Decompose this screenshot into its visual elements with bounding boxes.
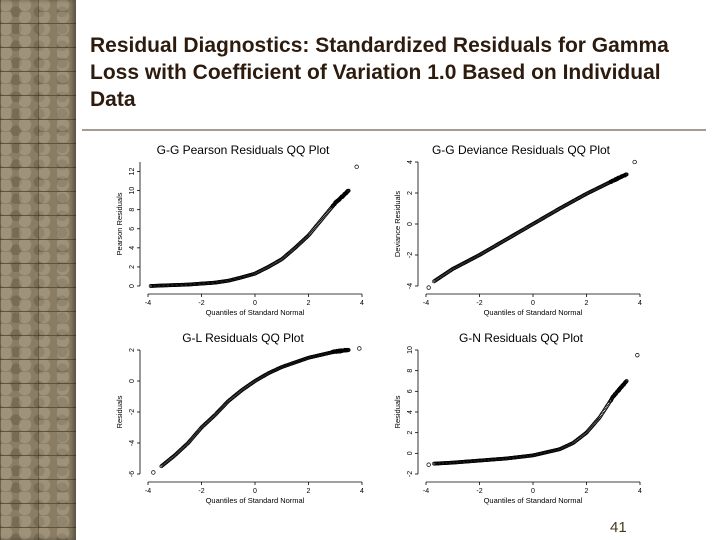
chart-gl: G-L Residuals QQ Plot -4 -2 0 2 4 -6 -4 -2 0 2 Quan…	[100, 328, 370, 515]
y-tick-label: 8	[129, 208, 136, 212]
y-tick-label: 0	[129, 379, 136, 383]
y-tick-label: 0	[129, 284, 136, 288]
y-tick-label: 8	[407, 369, 414, 373]
chart-title: G-N Residuals QQ Plot	[459, 331, 584, 345]
y-tick-label: 2	[407, 431, 414, 435]
y-axis-label: Pearson Residuals	[115, 192, 124, 255]
y-tick-label: 4	[407, 160, 414, 164]
x-tick-label: 2	[307, 300, 311, 307]
y-axis-label: Residuals	[393, 395, 402, 428]
dotted-divider	[82, 124, 706, 136]
x-tick-label: -2	[476, 300, 482, 307]
chart-gl-svg: G-L Residuals QQ Plot-4 -2 0 2 4-6-4-202Quan…	[100, 328, 370, 510]
x-axis-label: Quantiles of Standard Normal	[484, 308, 583, 317]
outlier-point	[636, 353, 640, 357]
y-tick-label: 2	[129, 265, 136, 269]
y-tick-label: 6	[407, 389, 414, 393]
slide-title: Residual Diagnostics: Standardized Resid…	[90, 32, 700, 113]
y-tick-label: 10	[407, 346, 414, 354]
chart-title: G-L Residuals QQ Plot	[182, 331, 304, 345]
x-tick-label: 4	[360, 488, 364, 495]
x-tick-label: -4	[423, 488, 429, 495]
y-tick-label: -4	[407, 283, 414, 289]
x-tick-label: -4	[423, 300, 429, 307]
y-tick-label: 0	[407, 451, 414, 455]
x-axis-label: Quantiles of Standard Normal	[206, 308, 305, 317]
y-tick-label: -2	[407, 471, 414, 477]
chart-gn: G-N Residuals QQ Plot -4 -2 0 2 4 -2 0 2 4 6 8 10 Qua…	[378, 328, 648, 515]
x-tick-label: -2	[476, 488, 482, 495]
chart-gn-svg: G-N Residuals QQ Plot -4 -2 0 2 4 -2 0 2 4 6 8 10 Qua…	[378, 328, 648, 510]
outlier-point	[358, 347, 362, 351]
x-tick-label: 0	[253, 488, 257, 495]
x-tick-label: 2	[585, 300, 589, 307]
y-tick-label: 0	[407, 222, 414, 226]
chart-pearson: G-G Pearson Residuals QQ Plot -4 -2 0 2 4 0 2 4 6…	[100, 140, 370, 325]
y-axis-label: Deviance Residuals	[393, 191, 402, 258]
y-tick-label: 12	[129, 168, 136, 176]
chart-deviance-svg: G-G Deviance Residuals QQ Plot -4 -2 0 2 4 -4 -…	[378, 140, 648, 320]
stone-texture-border	[0, 0, 76, 540]
x-tick-label: -4	[145, 300, 151, 307]
x-tick-label: 2	[307, 488, 311, 495]
outlier-point	[355, 165, 359, 169]
x-tick-label: 4	[638, 488, 642, 495]
y-axis-label: Residuals	[115, 395, 124, 428]
y-tick-label: 4	[129, 246, 136, 250]
y-tick-label: 2	[407, 191, 414, 195]
chart-title: G-G Deviance Residuals QQ Plot	[432, 143, 611, 157]
chart-deviance: G-G Deviance Residuals QQ Plot -4 -2 0 2 4 -4 -…	[378, 140, 648, 325]
page-number: 41	[610, 519, 627, 536]
outlier-point	[427, 286, 431, 290]
x-tick-label: 4	[360, 300, 364, 307]
y-tick-label: 6	[129, 227, 136, 231]
outlier-point	[427, 463, 431, 467]
y-tick-label: -6	[129, 471, 136, 477]
y-tick-label: 2	[129, 348, 136, 352]
x-axis-label: Quantiles of Standard Normal	[206, 496, 305, 505]
chart-pearson-svg: G-G Pearson Residuals QQ Plot -4 -2 0 2 4 0 2 4 6…	[100, 140, 370, 320]
chart-title: G-G Pearson Residuals QQ Plot	[157, 143, 330, 157]
x-tick-label: 0	[253, 300, 257, 307]
y-tick-label: 10	[129, 187, 136, 195]
x-tick-label: -2	[198, 488, 204, 495]
x-tick-label: -4	[145, 488, 151, 495]
y-tick-label: -2	[129, 409, 136, 415]
x-axis-label: Quantiles of Standard Normal	[484, 496, 583, 505]
y-tick-label: 4	[407, 410, 414, 414]
x-tick-label: 0	[531, 300, 535, 307]
x-tick-label: 2	[585, 488, 589, 495]
y-tick-label: -2	[407, 252, 414, 258]
x-tick-label: 4	[638, 300, 642, 307]
outlier-point	[633, 160, 637, 164]
x-tick-label: -2	[198, 300, 204, 307]
outlier-point	[152, 471, 156, 475]
x-tick-label: 0	[531, 488, 535, 495]
y-tick-label: -4	[129, 440, 136, 446]
